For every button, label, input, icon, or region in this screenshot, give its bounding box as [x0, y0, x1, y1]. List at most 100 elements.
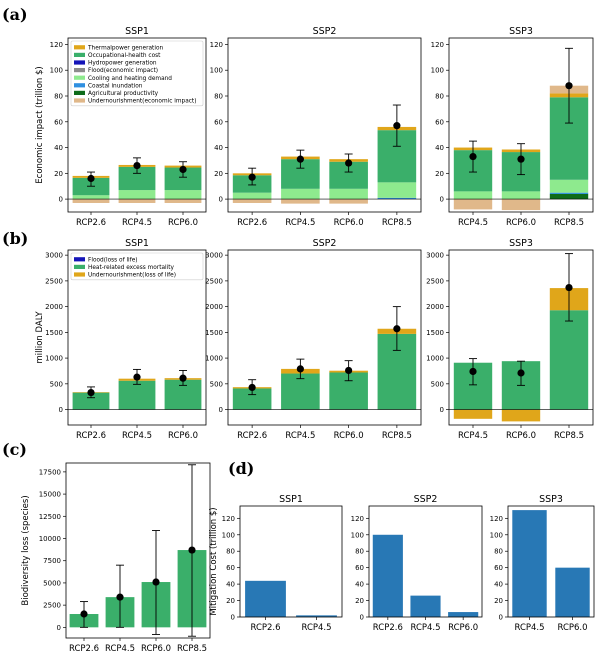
chart-a-ssp3-bar-rcp4-5-cooling-and-heating-demand — [453, 191, 493, 200]
chart-a-ylabel: Economic impact (trillion $) — [35, 66, 45, 183]
chart-b-ssp3-ytick-label: 2000 — [426, 303, 444, 311]
chart-b-ssp2-xtick-rcp8-5: RCP8.5 — [382, 431, 412, 441]
chart-d-ssp2: 0 20 40 60 80 100 120 RCP2.6 RCP4.5 RCP6.0 SSP2 — [351, 494, 483, 633]
chart-a-ssp3-ytick-label: 60 — [435, 118, 444, 126]
chart-a-ssp1-xtick-rcp2-6: RCP2.6 — [76, 218, 106, 228]
chart-d-ssp1-ytick-label: 120 — [222, 515, 235, 523]
chart-a-ssp2-mean-point-rcp8-5 — [393, 122, 401, 130]
chart-b-ssp3-title: SSP3 — [509, 238, 533, 249]
chart-a-ssp2-bar-rcp8-5-coastal-inundation — [377, 197, 417, 200]
chart-b-ssp2-mean-point-rcp6-0 — [345, 366, 353, 375]
chart-a-ssp3-mean-point-rcp8-5 — [565, 82, 573, 90]
chart-b-ssp2-bar-rcp4-5-heat-related-excess-mortality — [281, 373, 320, 410]
chart-d-ssp1-xtick-rcp2-6: RCP2.6 — [250, 623, 280, 633]
chart-d-ssp2-ytick-label: 100 — [351, 531, 364, 539]
chart-a-ssp1-mean-point-rcp2-6 — [87, 174, 95, 183]
chart-a-ssp3-ytick-label: 0 — [440, 196, 444, 204]
chart-b-ssp2-xtick-rcp6-0: RCP6.0 — [334, 431, 364, 441]
chart-d-ssp3: 0 20 40 60 80 100 120 RCP4.5 RCP6.0 SSP3 — [490, 494, 595, 633]
chart-d-ssp1-xtick-rcp4-5: RCP4.5 — [301, 623, 331, 633]
chart-b-ssp3-ytick-label: 1000 — [426, 355, 444, 363]
chart-a-ssp2-title: SSP2 — [313, 26, 337, 37]
chart-b-legend-label-flood-loss-of-life: Flood(loss of life) — [88, 257, 138, 263]
chart-a-ssp2-xtick-rcp4-5: RCP4.5 — [285, 218, 315, 228]
chart-a-ssp2-xtick-rcp6-0: RCP6.0 — [334, 218, 364, 228]
chart-c-ytick-label: 10000 — [39, 535, 61, 543]
chart-d-ssp1-ytick-label: 60 — [226, 564, 235, 572]
chart-a-ssp3-ytick-label: 120 — [431, 41, 444, 49]
chart-b-ssp1-ytick-label: 0 — [59, 406, 63, 414]
chart-a-ssp2-ytick-label: 100 — [210, 67, 223, 75]
chart-b-ssp1-xtick-rcp4-5: RCP4.5 — [122, 431, 152, 441]
chart-c-mean-point-rcp6-0 — [152, 578, 160, 586]
chart-b-ssp2-mean-point-rcp8-5 — [393, 325, 401, 333]
chart-d-ssp1-frame — [239, 505, 343, 618]
chart-b-ssp3-ytick-label: 0 — [440, 406, 444, 414]
chart-b-ssp2-mean-point-rcp2-6 — [248, 383, 256, 392]
chart-d-ssp2-bar-rcp4-5 — [410, 595, 441, 617]
chart-b-ssp3: 0 500 1000 1500 2000 2500 3000 RCP4.5 RCP6.0 RCP8… — [426, 238, 594, 441]
chart-a-legend-swatch-occupational-health-cost — [74, 52, 85, 57]
chart-a-ssp1-bar-rcp6-0-cooling-and-heating-demand — [164, 190, 202, 200]
chart-b-ssp3-bar-rcp6-0-undernourishment-loss-of-life — [501, 409, 541, 422]
chart-c-ylabel: Biodiversity loss (species) — [21, 495, 31, 605]
chart-a-ssp2-bar-rcp2-6-undernourishment-economic-impact — [232, 199, 272, 203]
chart-a-ssp2-bar-rcp4-5-cooling-and-heating-demand — [281, 188, 320, 200]
panel-label-d: (d) — [228, 459, 254, 478]
chart-d-ssp2-ytick-label: 20 — [355, 597, 364, 605]
chart-a-ssp3-xtick-rcp6-0: RCP6.0 — [506, 218, 536, 228]
chart-b-legend: Flood(loss of life) Heat-related excess m… — [70, 252, 204, 281]
chart-a-ssp2: 0 20 40 60 80 100 120 RCP2.6 RCP4.5 RCP6.0 RCP8.5 S… — [210, 26, 422, 228]
chart-c: 0 2500 5000 7500 10000 12500 15000 17500 RCP2.6 R… — [21, 462, 211, 654]
chart-d-ssp3-ytick-label: 40 — [494, 581, 503, 589]
chart-a-ssp3-ytick-label: 20 — [435, 170, 444, 178]
chart-a-ssp3: 0 20 40 60 80 100 120 RCP4.5 RCP6.0 RCP8.5 SSP3 — [431, 26, 594, 228]
chart-a-ssp1-ytick-label: 0 — [59, 196, 63, 204]
chart-d-ssp2-ytick-label: 40 — [355, 581, 364, 589]
chart-a-ssp2-ytick-label: 20 — [214, 170, 223, 178]
chart-d-ssp2-bar-rcp2-6 — [372, 534, 403, 617]
chart-a-legend-label-occupational-health-cost: Occupational-health cost — [88, 53, 161, 59]
chart-a-ssp2-ytick-label: 120 — [210, 41, 223, 49]
chart-b-ssp3-mean-point-rcp6-0 — [517, 369, 525, 377]
chart-d-ssp1-ytick-label: 100 — [222, 531, 235, 539]
chart-a-legend-box — [70, 40, 204, 107]
chart-a-ssp2-bar-rcp6-0-undernourishment-economic-impact — [329, 199, 368, 204]
chart-b-legend-swatch-heat-related-excess-mortality — [74, 264, 85, 269]
chart-a-ssp1-xtick-rcp4-5: RCP4.5 — [122, 218, 152, 228]
chart-a-legend-swatch-undernourishment-economic-impact — [74, 98, 85, 103]
chart-b-ssp1-ytick-label: 500 — [50, 380, 63, 388]
chart-d-ssp1-ytick-label: 40 — [226, 581, 235, 589]
chart-d-ssp1-bar-rcp4-5 — [296, 615, 337, 617]
chart-d-ssp3-ytick-label: 80 — [494, 548, 503, 556]
chart-b-ssp1-mean-point-rcp4-5 — [133, 373, 141, 381]
chart-c-ytick-label: 12500 — [39, 513, 61, 521]
chart-b-ssp3-bar-rcp4-5-undernourishment-loss-of-life — [453, 409, 493, 419]
chart-a-legend-label-cooling-and-heating-demand: Cooling and heating demand — [88, 76, 172, 82]
chart-d-ssp2-ytick-label: 120 — [351, 515, 364, 523]
chart-a-legend-label-undernourishment-economic-impact: Undernourishment(economic impact) — [88, 99, 196, 105]
chart-c-ytick-label: 7500 — [43, 557, 61, 565]
chart-a-ssp2-mean-point-rcp4-5 — [296, 155, 304, 163]
chart-a-ssp3-bar-rcp8-5-agricultural-productivity — [549, 193, 589, 200]
chart-b-ssp2-ytick-label: 1000 — [205, 355, 223, 363]
chart-b-ssp1-ytick-label: 2000 — [45, 303, 63, 311]
chart-a-ssp3-mean-point-rcp6-0 — [517, 155, 525, 163]
chart-c-xtick-rcp8-5: RCP8.5 — [177, 644, 207, 654]
chart-a-legend-swatch-agricultural-productivity — [74, 90, 85, 95]
chart-c-xtick-rcp6-0: RCP6.0 — [141, 644, 171, 654]
chart-d-ssp1-ytick-label: 20 — [226, 597, 235, 605]
chart-c-mean-point-rcp8-5 — [188, 546, 196, 554]
chart-b-ssp1-mean-point-rcp2-6 — [87, 388, 95, 397]
chart-d-ssp3-bar-rcp6-0 — [555, 567, 590, 617]
chart-b-ssp2-xtick-rcp4-5: RCP4.5 — [285, 431, 315, 441]
chart-a-ssp2-ytick-label: 60 — [214, 118, 223, 126]
chart-a-ssp2-xtick-rcp8-5: RCP8.5 — [382, 218, 412, 228]
chart-a-legend-swatch-hydropower-generation — [74, 60, 85, 65]
chart-a-ssp3-ytick-label: 80 — [435, 93, 444, 101]
chart-c-xtick-rcp2-6: RCP2.6 — [69, 644, 99, 654]
chart-a-ssp3-bar-rcp6-0-undernourishment-economic-impact — [501, 199, 541, 211]
chart-a-ssp1-bar-rcp4-5-undernourishment-economic-impact — [118, 199, 156, 203]
chart-a-ssp1-ytick-label: 20 — [54, 170, 63, 178]
chart-d-ssp3-ytick-label: 120 — [490, 515, 503, 523]
